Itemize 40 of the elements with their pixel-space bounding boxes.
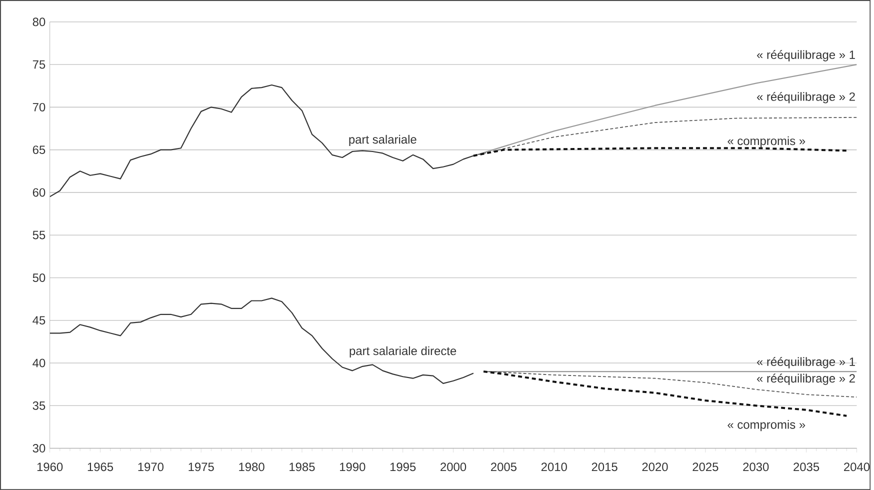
y-tick-label: 40 [32, 358, 46, 368]
series-label: « rééquilibrage » 2 [756, 374, 855, 385]
x-tick-label: 2010 [541, 462, 567, 472]
x-tick-label: 2030 [743, 462, 769, 472]
x-tick-label: 1995 [390, 462, 416, 472]
y-tick-label: 65 [32, 146, 46, 154]
x-tick-label: 2025 [692, 462, 718, 472]
y-tick-label: 45 [32, 316, 46, 324]
series-label: « rééquilibrage » 2 [756, 92, 855, 104]
x-tick-label: 1960 [37, 462, 63, 472]
x-tick-label: 1985 [290, 462, 315, 472]
y-tick-label: 80 [32, 18, 46, 26]
x-tick-label: 1970 [138, 462, 164, 472]
line-series [50, 298, 474, 384]
x-tick-label: 2015 [592, 462, 618, 472]
x-tick-label: 1980 [239, 462, 264, 472]
y-tick-label: 75 [32, 60, 46, 69]
x-tick-label: 1965 [88, 462, 114, 472]
series-label: part salariale directe [350, 346, 456, 358]
y-tick-label: 60 [32, 188, 46, 197]
y-tick-label: 30 [32, 444, 46, 452]
x-tick-label: 2035 [794, 462, 820, 472]
x-tick-label: 2000 [440, 462, 466, 472]
series-label: « rééquilibrage » 1 [756, 50, 855, 62]
y-tick-label: 50 [32, 273, 46, 282]
x-tick-label: 2040 [844, 462, 870, 472]
series-label: « rééquilibrage » 1 [756, 357, 855, 368]
x-tick-label: 1990 [340, 462, 366, 472]
x-tick-label: 2020 [642, 462, 668, 472]
line-series [482, 370, 848, 417]
series-label: part salariale [349, 134, 416, 146]
line-series [50, 84, 474, 198]
y-tick-label: 55 [32, 230, 46, 240]
series-label: « compromis » [728, 136, 806, 148]
series-label: « compromis » [728, 420, 806, 432]
line-series [472, 147, 848, 157]
x-tick-label: 1975 [188, 462, 214, 472]
x-tick-label: 2005 [491, 462, 516, 472]
y-tick-label: 70 [32, 102, 46, 112]
y-tick-label: 35 [32, 401, 46, 410]
